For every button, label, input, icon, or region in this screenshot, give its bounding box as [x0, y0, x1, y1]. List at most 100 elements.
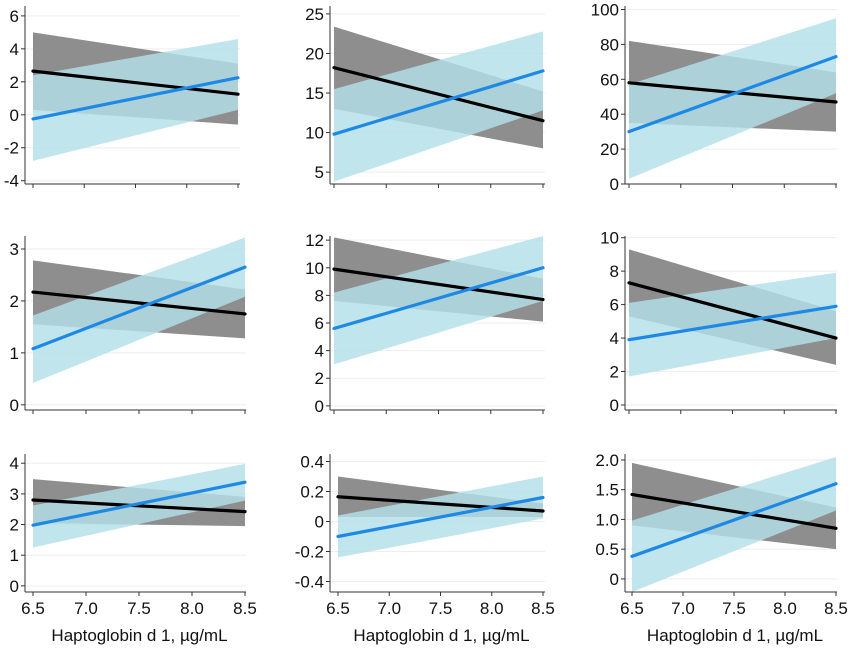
black-regression-line	[31, 290, 247, 316]
panel-row3-col2: -0.4 -0.2 0 0.2 0.4 6.5 7.0 7.5 8.0 8.5Haptoglobi…	[295, 453, 555, 646]
y-tick-label: 1.5	[595, 481, 619, 500]
x-tick-label: 6.5	[620, 599, 644, 618]
panel-row2-col3: 0 2 4 6 8 10	[600, 229, 838, 415]
x-tick-label: 7.0	[74, 599, 98, 618]
x-tick-label: 6.5	[21, 599, 45, 618]
y-tick-label: 3	[10, 485, 19, 504]
y-tick-label: 4	[610, 329, 619, 348]
y-tick-label: 4	[10, 40, 19, 59]
x-tick-label: 8.5	[233, 599, 257, 618]
blue-confidence-band	[334, 236, 543, 365]
y-tick-label: 4	[10, 454, 19, 473]
blue-regression-line	[630, 482, 838, 558]
y-tick-label: 0.4	[300, 453, 324, 472]
y-tick-label: -4	[4, 172, 19, 191]
blue-regression-line	[31, 76, 240, 121]
y-tick-label: -0.2	[295, 543, 324, 562]
y-tick-label: 25	[305, 5, 324, 24]
blue-confidence-band	[334, 31, 543, 182]
x-tick-label: 8.5	[531, 599, 555, 618]
blue-confidence-band	[33, 38, 238, 161]
blue-confidence-band	[629, 272, 836, 377]
panel-row3-col1: 0 1 2 3 4 6.5 7.0 7.5 8.0 8.5 Haptoglobin d 1, µg/…	[10, 454, 257, 645]
x-tick-label: 8.0	[180, 599, 204, 618]
y-tick-label: 0.2	[300, 483, 324, 502]
y-tick-label: 2	[10, 516, 19, 535]
x-axis-title: Haptoglobin d 1, µg/mL	[51, 626, 227, 645]
panel-row2-col2: 0 2 4 6 8 10 12	[305, 231, 545, 416]
y-tick-label: 10	[305, 124, 324, 143]
y-tick-label: 0	[10, 577, 19, 596]
y-tick-label: 3	[10, 240, 19, 259]
y-tick-label: 15	[305, 84, 324, 103]
black-regression-line	[332, 66, 545, 123]
y-tick-label: 10	[305, 259, 324, 278]
blue-regression-line	[336, 495, 545, 539]
black-regression-line	[31, 69, 240, 96]
panel-row1-col2: 5 10 15 20 25	[305, 5, 545, 188]
blue-regression-line	[332, 69, 545, 136]
y-tick-label: 6	[315, 314, 324, 333]
y-tick-label: 0	[315, 397, 324, 416]
blue-confidence-band	[33, 237, 245, 383]
panel-row1-col3: 0 20 40 60 80 100	[591, 0, 838, 194]
y-tick-label: 0	[315, 513, 324, 532]
y-tick-label: -0.4	[295, 573, 324, 592]
y-tick-label: 12	[305, 231, 324, 250]
y-tick-label: 2	[10, 292, 19, 311]
x-tick-label: 7.5	[722, 599, 746, 618]
x-tick-label: 8.5	[824, 599, 848, 618]
blue-regression-line	[31, 265, 247, 351]
y-tick-label: 20	[600, 140, 619, 159]
y-tick-label: 5	[315, 163, 324, 182]
y-tick-label: 0.5	[595, 540, 619, 559]
x-tick-label: 7.5	[127, 599, 151, 618]
y-tick-label: 1	[10, 344, 19, 363]
blue-regression-line	[332, 266, 545, 331]
y-tick-label: 0	[10, 106, 19, 125]
y-tick-label: 2	[610, 363, 619, 382]
x-axis-title: Haptoglobin d 1, µg/mL	[647, 626, 823, 645]
blue-confidence-band	[629, 18, 836, 179]
x-tick-label: 7.0	[671, 599, 695, 618]
black-regression-line	[336, 495, 545, 513]
y-tick-label: 4	[315, 342, 324, 361]
y-tick-label: 20	[305, 44, 324, 63]
blue-regression-line	[31, 480, 247, 527]
y-tick-label: 0	[610, 175, 619, 194]
y-tick-label: 40	[600, 105, 619, 124]
blue-regression-line	[627, 304, 838, 342]
x-axis-title: Haptoglobin d 1, µg/mL	[353, 626, 529, 645]
x-tick-label: 7.0	[377, 599, 401, 618]
blue-regression-line	[627, 55, 838, 134]
panel-row3-col3: 0 0.5 1.0 1.5 2.0 6.5 7.0 7.5 8.0 8.5Haptoglobin …	[595, 451, 847, 645]
y-tick-label: 2	[315, 369, 324, 388]
y-tick-label: 0	[610, 570, 619, 589]
y-tick-label: 80	[600, 35, 619, 54]
y-tick-label: 8	[610, 262, 619, 281]
black-regression-line	[332, 267, 545, 302]
panel-row2-col1: 0 1 2 3	[10, 236, 247, 415]
y-tick-label: 1.0	[595, 510, 619, 529]
y-tick-label: 6	[610, 296, 619, 315]
y-tick-label: 6	[10, 7, 19, 26]
y-tick-label: 2.0	[595, 451, 619, 470]
black-regression-line	[630, 492, 838, 530]
black-regression-line	[627, 81, 838, 104]
y-tick-label: 0	[10, 396, 19, 415]
y-tick-label: 1	[10, 546, 19, 565]
y-tick-label: 100	[591, 0, 619, 19]
x-tick-label: 8.0	[773, 599, 797, 618]
y-tick-label: 60	[600, 70, 619, 89]
blue-confidence-band	[632, 456, 836, 592]
y-tick-label: 10	[600, 229, 619, 248]
y-tick-label: 2	[10, 73, 19, 92]
panel-row1-col1: -4 -2 0 2 4 6	[4, 6, 240, 191]
y-tick-label: 0	[610, 396, 619, 415]
y-tick-label: -2	[4, 139, 19, 158]
black-regression-line	[627, 281, 838, 340]
x-tick-label: 7.5	[429, 599, 453, 618]
x-tick-label: 8.0	[480, 599, 504, 618]
x-tick-label: 6.5	[326, 599, 350, 618]
